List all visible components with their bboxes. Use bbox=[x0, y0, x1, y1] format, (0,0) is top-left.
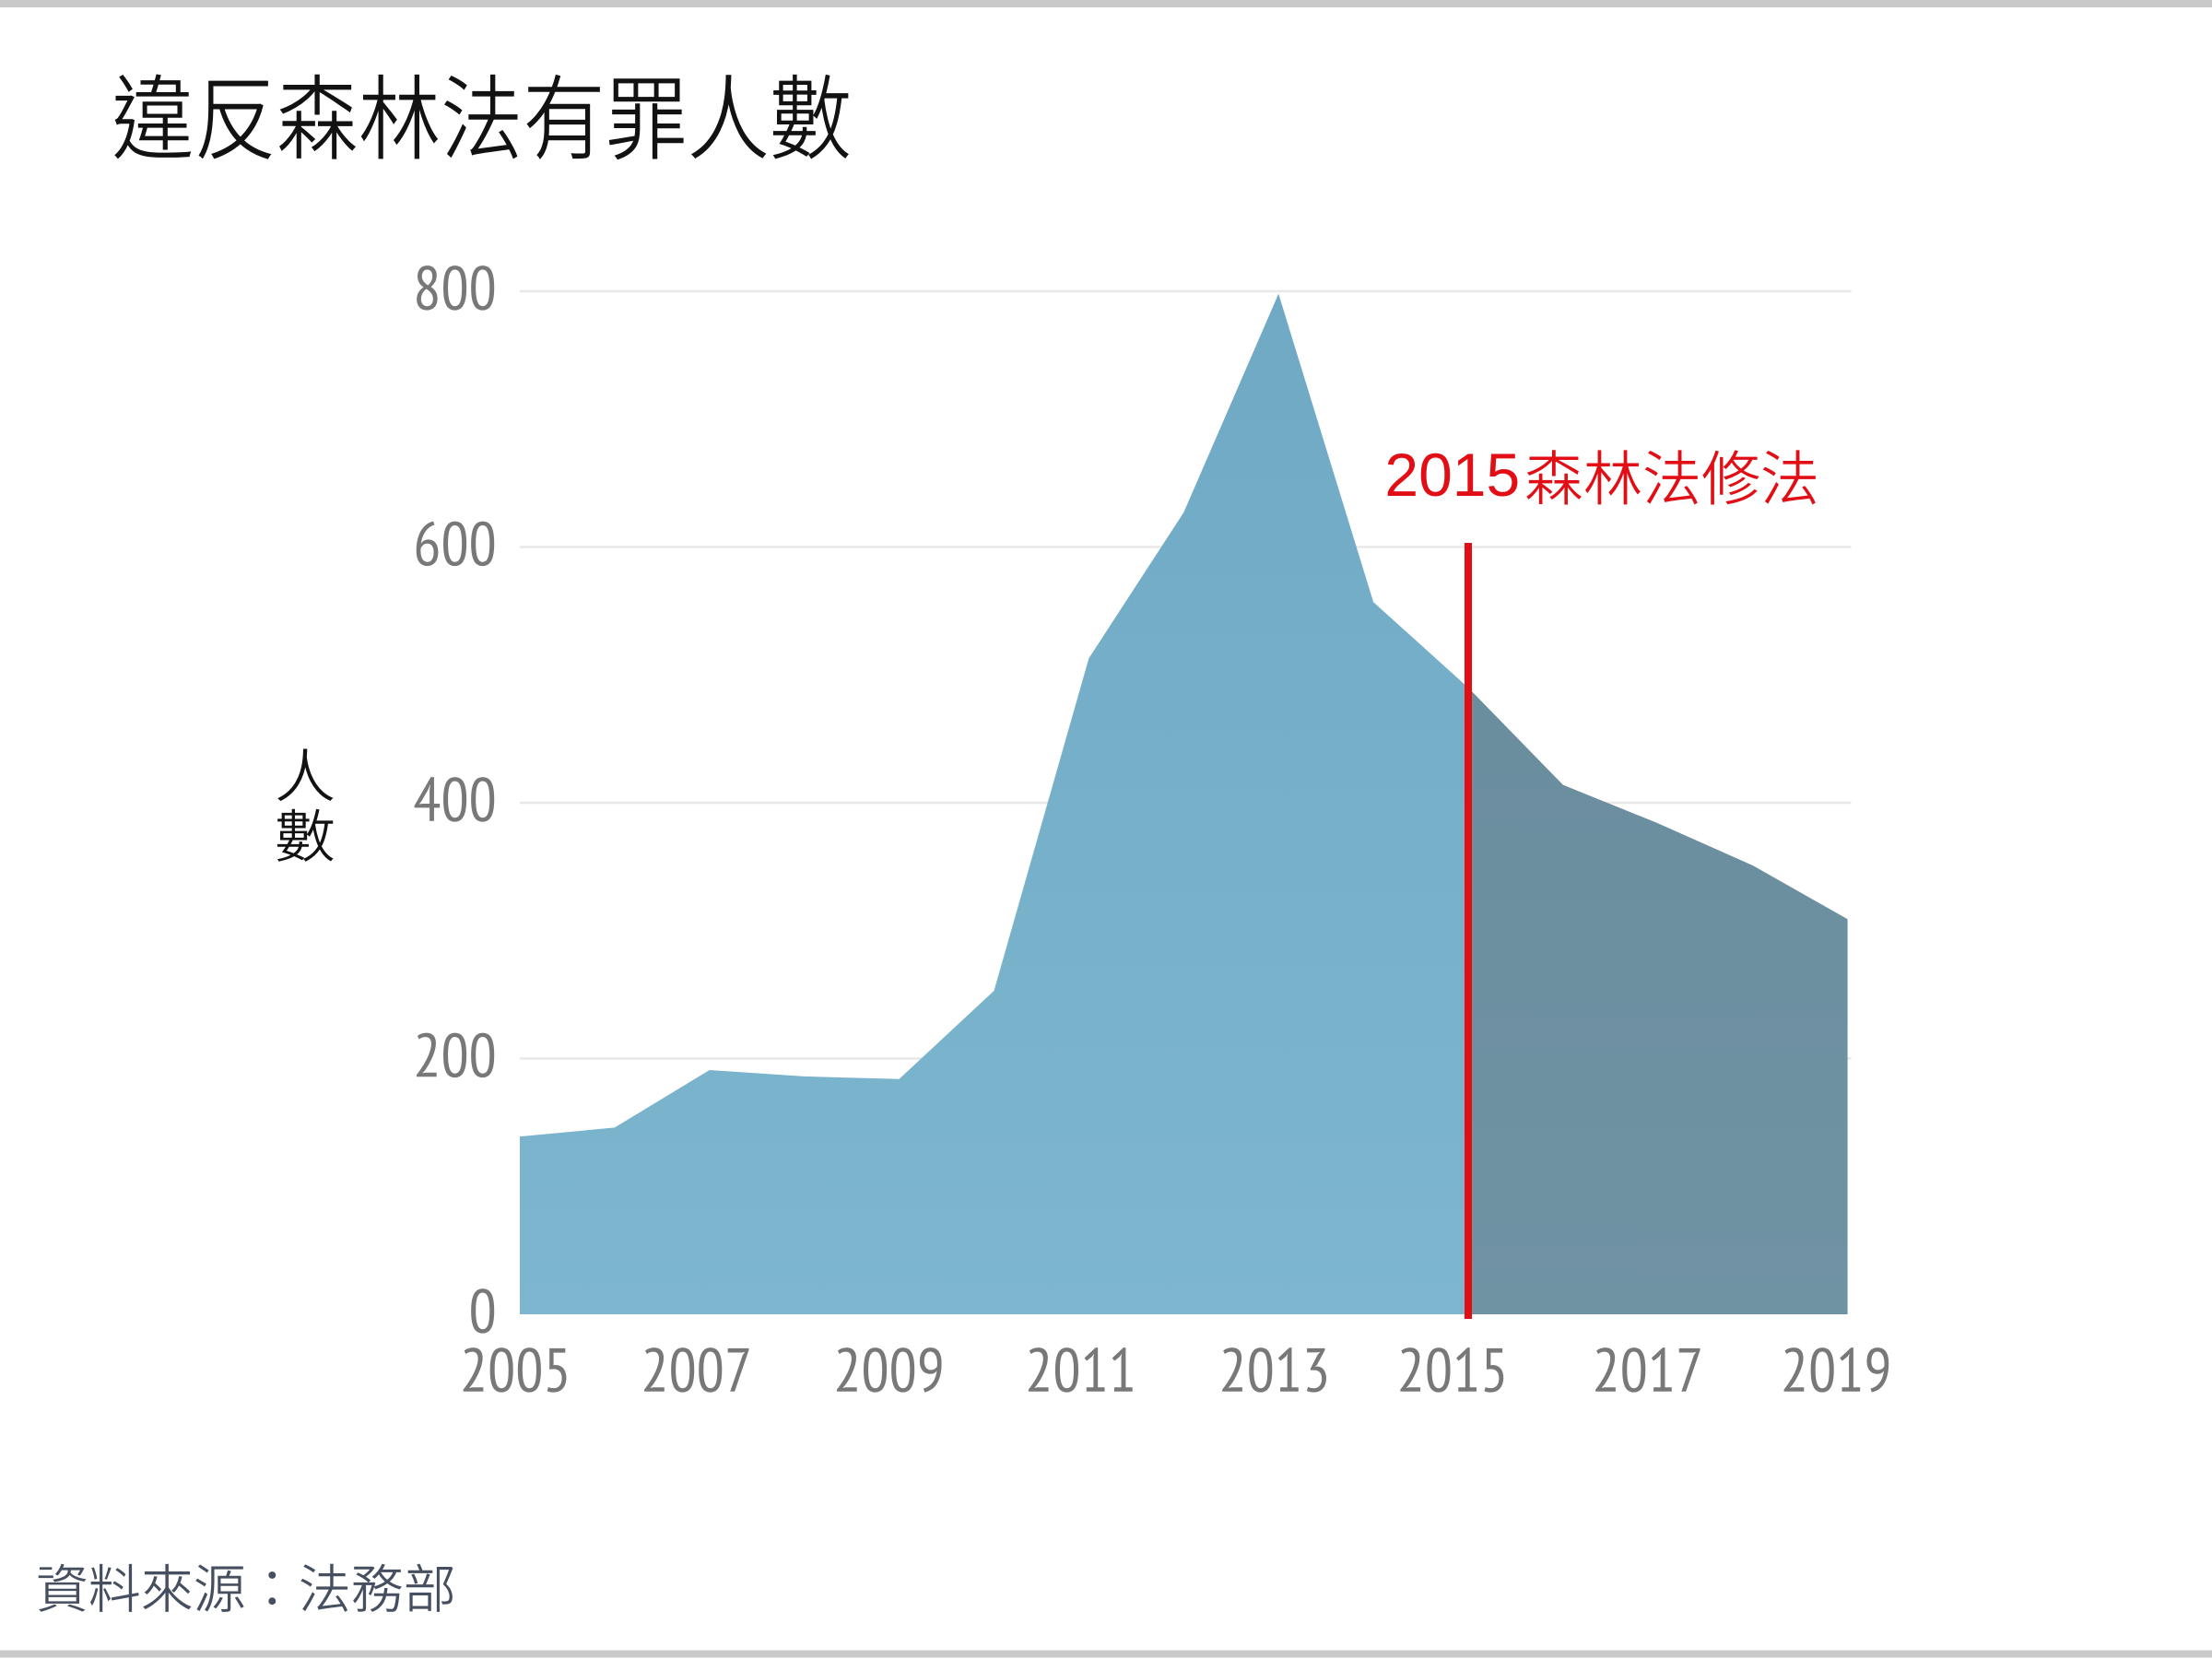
svg-text:2015: 2015 bbox=[1384, 441, 1520, 509]
